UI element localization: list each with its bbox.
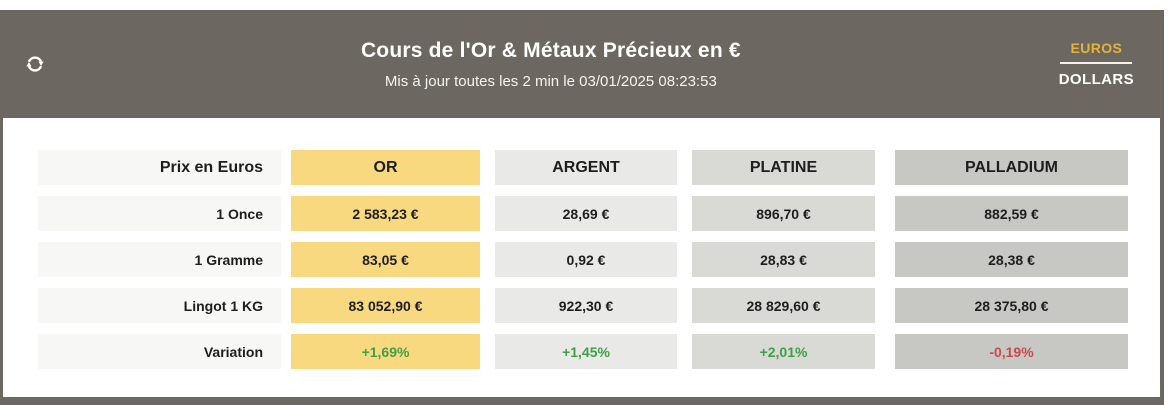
price-lingot-or: 83 052,90 € xyxy=(291,288,480,323)
price-gramme-platine: 28,83 € xyxy=(692,242,875,277)
row-label-lingot: Lingot 1 KG xyxy=(38,288,281,323)
column-header-or: OR xyxy=(291,150,480,185)
price-once-platine: 896,70 € xyxy=(692,196,875,231)
currency-toggle: EUROS DOLLARS xyxy=(1055,38,1138,90)
page-title: Cours de l'Or & Métaux Précieux en € xyxy=(360,38,741,62)
column-header-palladium: PALLADIUM xyxy=(895,150,1128,185)
price-lingot-palladium: 28 375,80 € xyxy=(895,288,1128,323)
price-gramme-or: 83,05 € xyxy=(291,242,480,277)
refresh-icon xyxy=(24,53,46,75)
gold-prices-widget: Cours de l'Or & Métaux Précieux en € Mis… xyxy=(0,10,1164,405)
corner-label: Prix en Euros xyxy=(38,150,281,185)
column-header-platine: PLATINE xyxy=(692,150,875,185)
variation-platine: +2,01% xyxy=(692,334,875,369)
table-header-row: Prix en Euros OR ARGENT PLATINE PALLADIU… xyxy=(38,150,1160,185)
refresh-button[interactable] xyxy=(13,42,57,86)
header-titles: Cours de l'Or & Métaux Précieux en € Mis… xyxy=(57,39,1055,90)
table-row-variation: Variation +1,69% +1,45% +2,01% -0,19% xyxy=(38,334,1160,369)
prices-table: Prix en Euros OR ARGENT PLATINE PALLADIU… xyxy=(38,150,1160,369)
column-header-argent: ARGENT xyxy=(495,150,677,185)
row-label-once: 1 Once xyxy=(38,196,281,231)
table-row-gramme: 1 Gramme 83,05 € 0,92 € 28,83 € 28,38 € xyxy=(38,242,1160,277)
row-label-variation: Variation xyxy=(38,334,281,369)
variation-or: +1,69% xyxy=(291,334,480,369)
price-lingot-argent: 922,30 € xyxy=(495,288,677,323)
row-label-gramme: 1 Gramme xyxy=(38,242,281,277)
table-row-once: 1 Once 2 583,23 € 28,69 € 896,70 € 882,5… xyxy=(38,196,1160,231)
currency-option-euros[interactable]: EUROS xyxy=(1066,38,1126,58)
last-updated-text: Mis à jour toutes les 2 min le 03/01/202… xyxy=(384,72,717,90)
currency-option-dollars[interactable]: DOLLARS xyxy=(1055,69,1138,90)
price-gramme-palladium: 28,38 € xyxy=(895,242,1128,277)
price-lingot-platine: 28 829,60 € xyxy=(692,288,875,323)
price-once-palladium: 882,59 € xyxy=(895,196,1128,231)
table-row-lingot: Lingot 1 KG 83 052,90 € 922,30 € 28 829,… xyxy=(38,288,1160,323)
currency-toggle-divider xyxy=(1060,62,1133,64)
price-once-argent: 28,69 € xyxy=(495,196,677,231)
price-once-or: 2 583,23 € xyxy=(291,196,480,231)
widget-header: Cours de l'Or & Métaux Précieux en € Mis… xyxy=(3,10,1160,118)
variation-palladium: -0,19% xyxy=(895,334,1128,369)
variation-argent: +1,45% xyxy=(495,334,677,369)
price-gramme-argent: 0,92 € xyxy=(495,242,677,277)
